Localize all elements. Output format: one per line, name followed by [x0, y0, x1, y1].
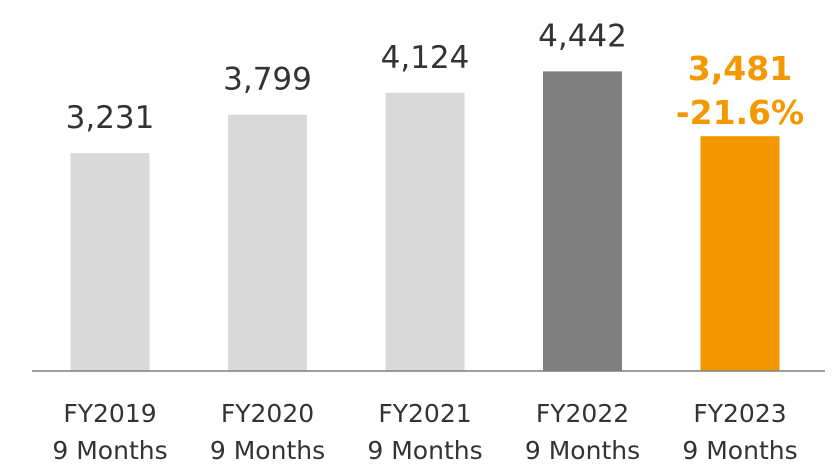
bar-fy2020: [228, 114, 307, 372]
x-tick-label-fy2022: FY2022: [536, 399, 629, 428]
value-labels-group: 3,231 3,799 4,124 4,442 -21.6% 3,481: [66, 18, 804, 136]
x-tick-label-fy2019: FY2019: [63, 399, 156, 428]
bar-fy2023: [700, 136, 780, 371]
x-tick-labels-group: FY2019 9 Months FY2020 9 Months FY2021 9 Mont…: [52, 399, 797, 465]
x-tick-sublabel-fy2020: 9 Months: [210, 436, 325, 465]
value-label-fy2023: 3,481: [688, 49, 792, 88]
bar-fy2021: [385, 92, 465, 372]
value-label-fy2019: 3,231: [66, 100, 155, 136]
bars-group: [70, 71, 780, 372]
bar-fy2019: [70, 153, 150, 371]
x-tick-sublabel-fy2022: 9 Months: [525, 436, 640, 465]
x-tick-label-fy2021: FY2021: [378, 399, 471, 428]
bar-fy2022: [543, 71, 622, 371]
x-tick-label-fy2020: FY2020: [221, 399, 314, 428]
value-label-fy2020: 3,799: [223, 62, 312, 98]
x-tick-sublabel-fy2021: 9 Months: [367, 436, 482, 465]
x-tick-sublabel-fy2019: 9 Months: [52, 436, 167, 465]
change-label: -21.6%: [676, 93, 804, 132]
x-tick-label-fy2023: FY2023: [693, 399, 786, 428]
x-tick-sublabel-fy2023: 9 Months: [682, 436, 797, 465]
value-label-fy2022: 4,442: [538, 18, 627, 54]
value-label-fy2021: 4,124: [381, 40, 470, 76]
